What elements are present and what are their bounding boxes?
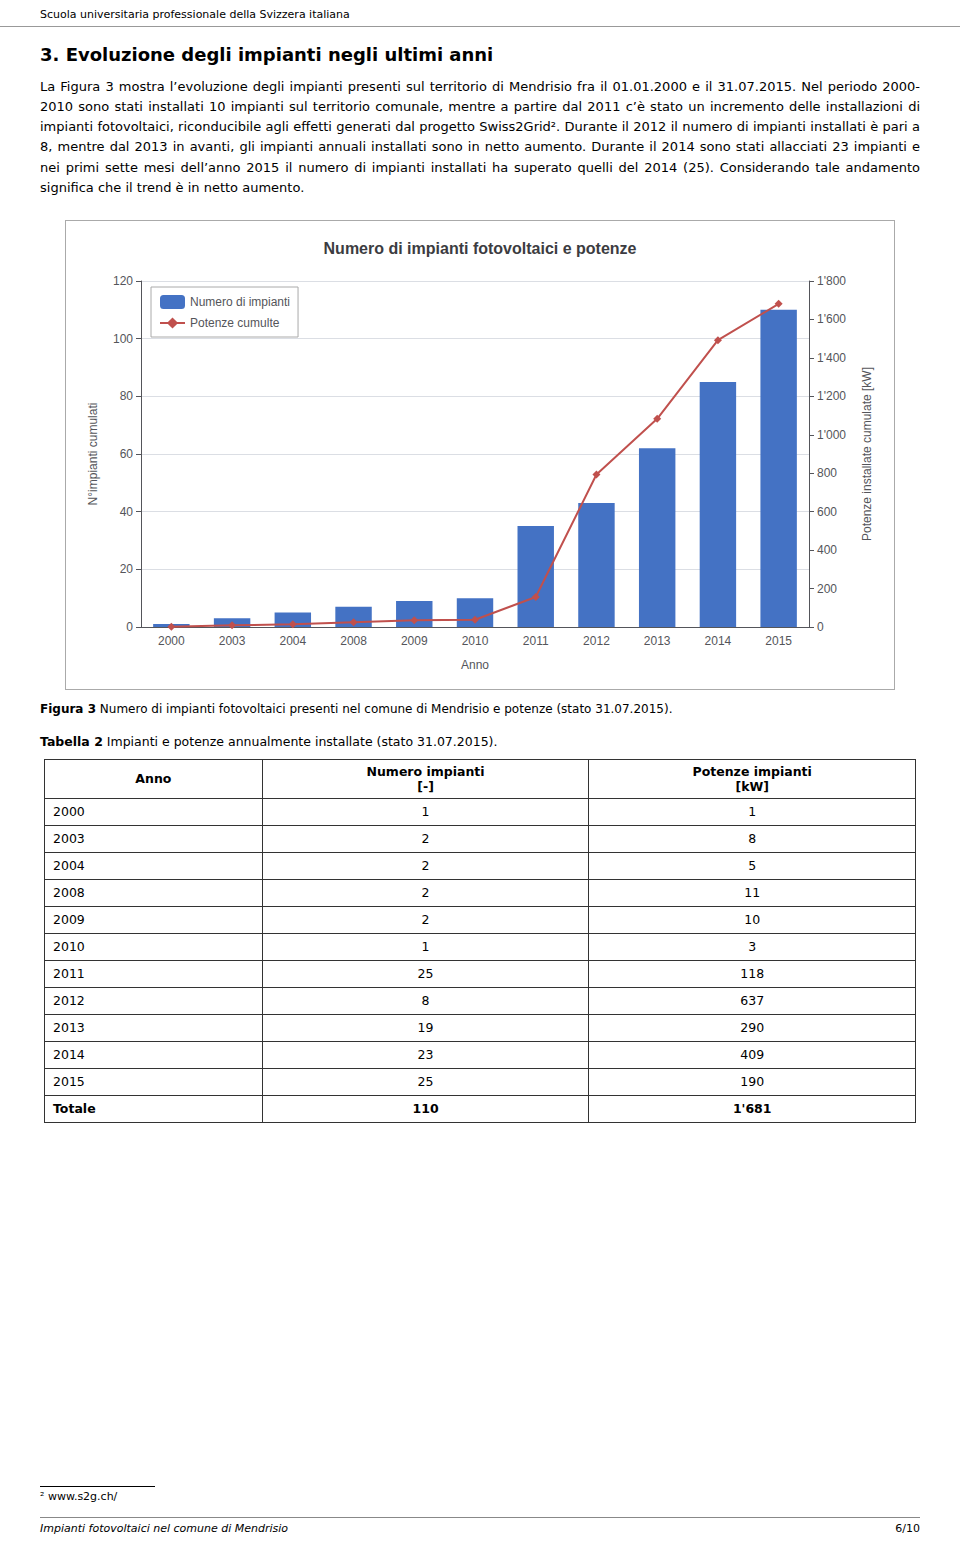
svg-text:2000: 2000	[158, 634, 185, 648]
svg-text:2012: 2012	[583, 634, 610, 648]
html-text:1: 1	[421, 804, 430, 820]
html-text:2014: 2014	[53, 1047, 85, 1063]
html-text:118: 118	[740, 966, 765, 982]
html-text:Potenze impianti: Potenze impianti	[692, 763, 812, 779]
svg-text:200: 200	[817, 581, 837, 595]
svg-text:2014: 2014	[705, 634, 732, 648]
svg-text:Numero di impianti fotovoltaic: Numero di impianti fotovoltaici e potenz…	[324, 239, 637, 256]
svg-text:Numero di impianti: Numero di impianti	[190, 295, 290, 309]
svg-text:N°impianti cumulati: N°impianti cumulati	[86, 402, 100, 505]
svg-text:0: 0	[126, 620, 133, 634]
html-text:Scuola universitaria professio: Scuola universitaria professionale della…	[40, 8, 350, 21]
html-text:2012: 2012	[53, 993, 85, 1009]
html-text:8: 8	[748, 831, 757, 847]
html-text:2: 2	[421, 885, 430, 901]
svg-text:1'200: 1'200	[817, 389, 846, 403]
svg-text:800: 800	[817, 466, 837, 480]
svg-text:400: 400	[817, 543, 837, 557]
html-text:La Figura 3 mostra l’evoluzion: La Figura 3 mostra l’evoluzione degli im…	[40, 79, 920, 195]
html-text:3: 3	[748, 939, 757, 955]
html-text:2010: 2010	[53, 939, 85, 955]
html-text:2009: 2009	[53, 912, 85, 928]
svg-text:Potenze cumulte: Potenze cumulte	[190, 316, 280, 330]
html-text:8: 8	[421, 993, 430, 1009]
html-text:290: 290	[740, 1020, 765, 1036]
svg-text:1'600: 1'600	[817, 312, 846, 326]
html-text:2011: 2011	[53, 966, 85, 982]
svg-text:60: 60	[120, 447, 134, 461]
svg-text:40: 40	[120, 505, 134, 519]
html-text:11: 11	[744, 885, 761, 901]
html-text:409: 409	[740, 1047, 765, 1063]
html-text:Impianti fotovoltaici nel comu: Impianti fotovoltaici nel comune di Mend…	[40, 1522, 289, 1535]
svg-text:2008: 2008	[340, 634, 367, 648]
svg-text:100: 100	[113, 332, 133, 346]
html-text:10: 10	[744, 912, 761, 928]
html-text:3. Evoluzione degli impianti n: 3. Evoluzione degli impianti negli ultim…	[40, 44, 494, 65]
svg-text:80: 80	[120, 389, 134, 403]
html-text:2: 2	[421, 858, 430, 874]
svg-text:600: 600	[817, 505, 837, 519]
html-text:2004: 2004	[53, 858, 85, 874]
svg-text:2003: 2003	[219, 634, 246, 648]
html-text:Tabella 2 Impianti e potenze a: Tabella 2 Impianti e potenze annualmente…	[40, 733, 498, 749]
html-text:Numero impianti: Numero impianti	[366, 763, 485, 779]
svg-text:20: 20	[120, 562, 134, 576]
svg-text:2011: 2011	[523, 634, 549, 648]
html-text:[kW]: [kW]	[735, 778, 769, 794]
html-text:1: 1	[421, 939, 430, 955]
html-text:110: 110	[412, 1101, 439, 1117]
html-text:Anno: Anno	[135, 771, 172, 787]
svg-text:1'000: 1'000	[817, 428, 846, 442]
html-text:2003: 2003	[53, 831, 85, 847]
html-text:23: 23	[417, 1047, 434, 1063]
svg-text:2009: 2009	[401, 634, 428, 648]
html-text:19: 19	[417, 1020, 434, 1036]
html-text:5: 5	[748, 858, 757, 874]
svg-text:2010: 2010	[462, 634, 489, 648]
svg-text:120: 120	[113, 274, 133, 288]
html-text:6/10: 6/10	[895, 1522, 920, 1535]
html-text:2015: 2015	[53, 1074, 85, 1090]
html-text:2008: 2008	[53, 885, 85, 901]
html-text:2: 2	[421, 912, 430, 928]
svg-text:2015: 2015	[765, 634, 792, 648]
html-text:² www.s2g.ch/: ² www.s2g.ch/	[40, 1490, 118, 1503]
svg-text:0: 0	[817, 620, 824, 634]
svg-text:Potenze installate cumulate [k: Potenze installate cumulate [kW]	[860, 367, 874, 541]
html-text:25: 25	[417, 966, 434, 982]
html-text:190: 190	[740, 1074, 765, 1090]
svg-text:2013: 2013	[644, 634, 671, 648]
html-text:1: 1	[748, 804, 757, 820]
html-text:2000: 2000	[53, 804, 85, 820]
html-text:Figura 3 Numero di impianti fo: Figura 3 Numero di impianti fotovoltaici…	[40, 701, 673, 716]
html-text:25: 25	[417, 1074, 434, 1090]
html-text:2013: 2013	[53, 1020, 85, 1036]
html-text:1'681: 1'681	[732, 1101, 772, 1117]
html-text:637: 637	[740, 993, 765, 1009]
svg-text:1'400: 1'400	[817, 351, 846, 365]
svg-text:2004: 2004	[279, 634, 306, 648]
svg-text:Anno: Anno	[461, 658, 489, 672]
html-text:Totale: Totale	[53, 1101, 96, 1117]
html-text:2: 2	[421, 831, 430, 847]
svg-text:1'800: 1'800	[817, 274, 846, 288]
